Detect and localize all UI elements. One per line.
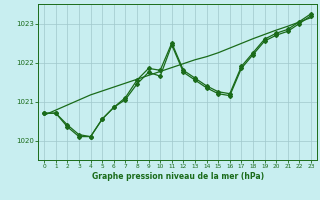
X-axis label: Graphe pression niveau de la mer (hPa): Graphe pression niveau de la mer (hPa) (92, 172, 264, 181)
